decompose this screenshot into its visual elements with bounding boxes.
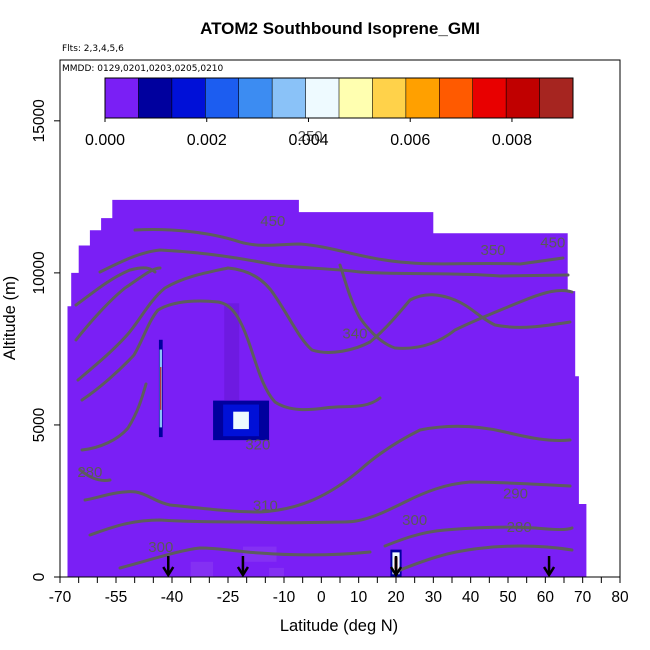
y-axis: 0 5000 10000 15000 bbox=[31, 99, 60, 581]
contour-label: 280 bbox=[77, 464, 102, 481]
contour-label: 290 bbox=[503, 485, 528, 502]
colorbar-segment bbox=[205, 78, 240, 118]
x-axis-label: Latitude (deg N) bbox=[280, 617, 398, 635]
enhancement-cell bbox=[224, 303, 240, 401]
colorbar-segment bbox=[105, 78, 139, 118]
flight-arrow bbox=[236, 556, 249, 578]
colorbar-segment bbox=[238, 78, 273, 118]
temperature-contours bbox=[74, 228, 574, 574]
chart-title: ATOM2 Southbound Isoprene_GMI bbox=[200, 19, 480, 38]
contour-label: 450 bbox=[540, 234, 565, 251]
enhancement-cells bbox=[158, 303, 402, 577]
contour-label: 300 bbox=[148, 539, 173, 556]
colorbar bbox=[104, 77, 574, 119]
contour-label: 320 bbox=[245, 437, 270, 454]
colorbar-segment bbox=[272, 78, 307, 118]
contour-line bbox=[74, 266, 157, 307]
colorbar-segment bbox=[171, 78, 206, 118]
contour-line bbox=[118, 546, 372, 570]
colorbar-segment bbox=[372, 78, 407, 118]
x-tick-label: -10 bbox=[273, 589, 296, 606]
y-tick-label: 0 bbox=[31, 572, 48, 581]
contour-label: 250 bbox=[298, 128, 323, 145]
x-tick-label: 20 bbox=[387, 589, 405, 606]
enhancement-peak bbox=[233, 411, 249, 430]
contour-label: 280 bbox=[507, 519, 532, 536]
contour-line bbox=[383, 525, 574, 548]
y-tick-label: 5000 bbox=[31, 407, 48, 442]
dates-subtitle: MMDD: 0129,0201,0203,0205,0210 bbox=[62, 64, 224, 74]
contour-line bbox=[338, 263, 574, 350]
heatmap-cell bbox=[269, 567, 284, 577]
contour-line bbox=[80, 382, 148, 452]
colorbar-segment bbox=[339, 78, 373, 118]
colorbar-segment bbox=[405, 78, 440, 118]
contour-label: 340 bbox=[342, 326, 367, 343]
contour-label: 310 bbox=[253, 498, 278, 515]
contour-line bbox=[83, 424, 572, 514]
colorbar-segment bbox=[439, 78, 474, 118]
colorbar-tick-label: 0.008 bbox=[492, 132, 532, 149]
x-tick-label: -40 bbox=[161, 589, 184, 606]
colorbar-tick-label: 0.000 bbox=[85, 132, 125, 149]
y-tick-label: 10000 bbox=[31, 251, 48, 294]
contour-line bbox=[78, 468, 112, 482]
y-axis-label: Altitude (m) bbox=[1, 276, 19, 360]
x-tick-label: 40 bbox=[462, 589, 480, 606]
colorbar-segment bbox=[472, 78, 507, 118]
contour-line bbox=[80, 299, 382, 412]
x-axis: -70 -55 -40 -25 -10 0 10 20 30 40 50 60 70 80 bbox=[49, 576, 629, 606]
contour-label: 350 bbox=[481, 242, 506, 259]
colorbar-segment bbox=[138, 78, 173, 118]
x-tick-label: 0 bbox=[317, 589, 326, 606]
x-tick-label: 80 bbox=[611, 589, 629, 606]
contour-line bbox=[393, 544, 574, 574]
contour-label: 450 bbox=[260, 213, 285, 230]
x-tick-label: 70 bbox=[574, 589, 592, 606]
colorbar-tick-label: 0.002 bbox=[187, 132, 227, 149]
contour-line bbox=[98, 248, 570, 278]
heatmap-cell bbox=[190, 561, 214, 577]
flight-arrow bbox=[543, 556, 556, 578]
x-tick-label: 50 bbox=[499, 589, 517, 606]
x-tick-label: -55 bbox=[105, 589, 127, 606]
flight-arrow bbox=[389, 556, 403, 578]
contour-line bbox=[88, 480, 572, 537]
x-tick-label: 30 bbox=[425, 589, 443, 606]
flight-arrow bbox=[162, 556, 175, 578]
flight-arrows bbox=[162, 556, 556, 578]
contour-label: 300 bbox=[402, 512, 427, 529]
colorbar-segment bbox=[506, 78, 541, 118]
enhancement-peak bbox=[160, 367, 162, 410]
x-tick-label: -70 bbox=[49, 589, 72, 606]
colorbar-ticks: 0.000 0.002 0.004 0.006 0.008 bbox=[85, 118, 532, 149]
contour-labels: 250 280 280 290 300 300 310 320 340 350 450 450 bbox=[77, 128, 565, 556]
colorbar-segment bbox=[539, 78, 574, 118]
colorbar-tick-label: 0.006 bbox=[390, 132, 430, 149]
x-tick-label: 10 bbox=[350, 589, 368, 606]
contour-line bbox=[76, 266, 372, 382]
colorbar-segment bbox=[305, 78, 340, 118]
flights-subtitle: Flts: 2,3,4,5,6 bbox=[62, 44, 124, 54]
y-tick-label: 15000 bbox=[31, 99, 48, 142]
colorbar-tick-label: 0.004 bbox=[288, 132, 328, 149]
contour-line bbox=[74, 266, 162, 342]
x-tick-label: 60 bbox=[537, 589, 555, 606]
contour-line bbox=[133, 228, 565, 266]
x-tick-label: -25 bbox=[217, 589, 239, 606]
contour-line bbox=[368, 293, 572, 344]
